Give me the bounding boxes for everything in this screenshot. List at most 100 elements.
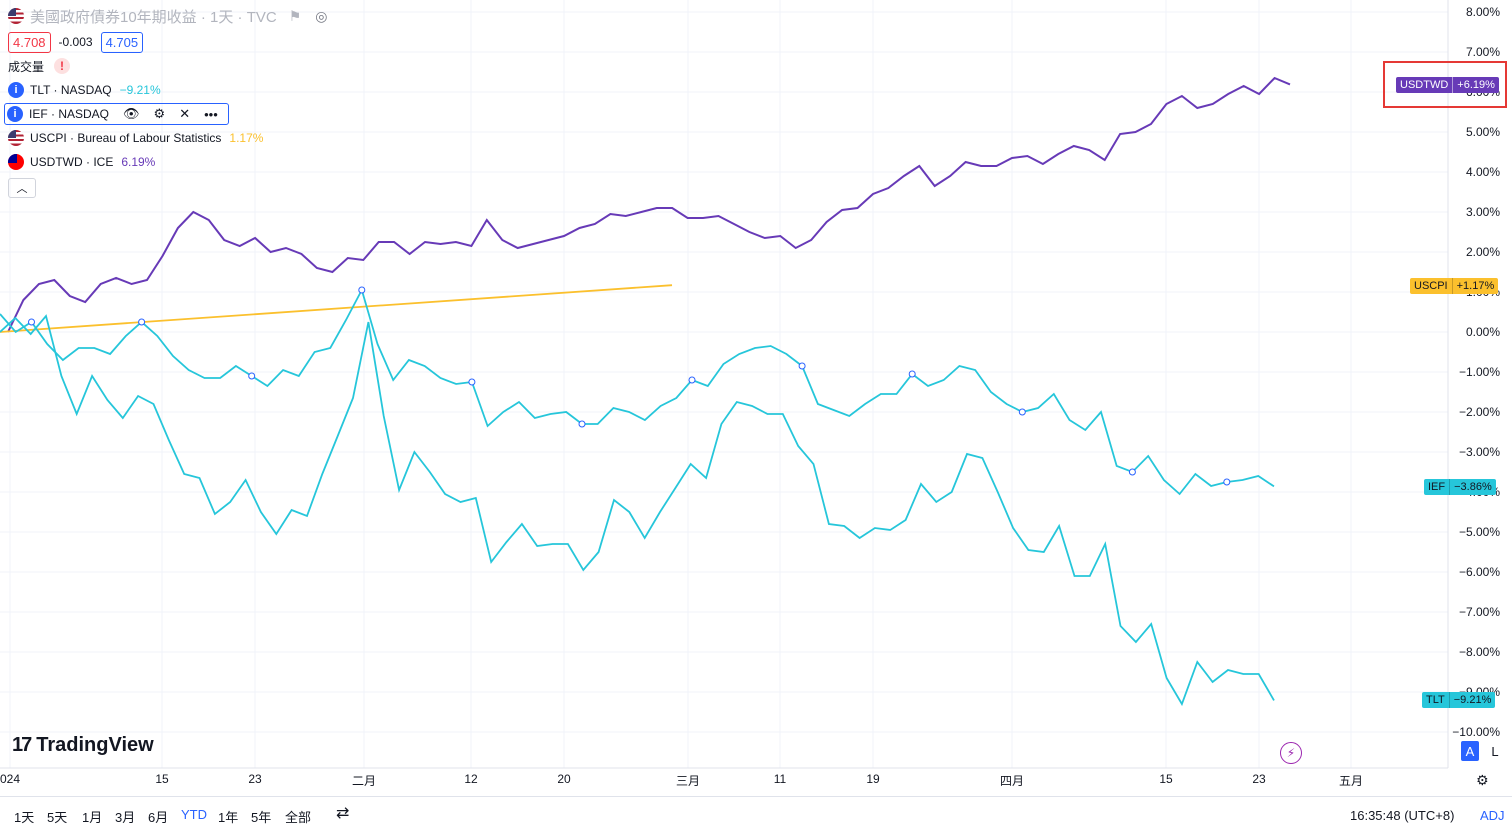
ief-dividend-marker xyxy=(138,318,146,326)
y-tick-label: −2.00% xyxy=(1458,405,1500,419)
us-flag-icon xyxy=(8,130,24,146)
y-tick-label: 2.00% xyxy=(1465,245,1500,259)
ief-dividend-marker xyxy=(248,372,256,380)
ief-dividend-marker xyxy=(1018,408,1026,416)
ief-dividend-marker xyxy=(468,378,476,386)
series-line-tlt xyxy=(0,314,1275,707)
timeframe-button[interactable]: 1年 xyxy=(218,810,239,825)
x-tick-label: 11 xyxy=(773,772,787,786)
y-tick-label: −7.00% xyxy=(1458,605,1500,619)
ief-dividend-marker xyxy=(358,286,366,294)
flag-marker-icon[interactable]: ⚑ xyxy=(288,7,302,24)
warning-icon[interactable]: ! xyxy=(54,58,71,74)
ief-dividend-marker xyxy=(688,376,696,384)
timeframe-button[interactable]: 6月 xyxy=(148,810,169,825)
ief-price-tag: IEF −3.86% xyxy=(1424,479,1496,495)
uscpi-label[interactable]: USCPI · Bureau of Labour Statistics xyxy=(30,131,222,145)
highlight-annotation xyxy=(1383,61,1507,108)
ief-dividend-marker xyxy=(1128,468,1136,476)
y-tick-label: 5.00% xyxy=(1465,125,1500,139)
tlt-tag-name: TLT xyxy=(1426,694,1445,706)
ief-tag-value: −3.86% xyxy=(1449,479,1496,495)
tv-logo-icon: 17 xyxy=(12,734,32,756)
y-tick-label: −6.00% xyxy=(1458,565,1500,579)
x-tick-label: 12 xyxy=(464,772,478,786)
y-tick-label: 4.00% xyxy=(1465,165,1500,179)
tradingview-logo: 17 TradingView xyxy=(12,734,154,757)
lightning-icon[interactable]: ⚡ xyxy=(1280,742,1302,764)
uscpi-value: 1.17% xyxy=(229,131,264,145)
bid-price[interactable]: 4.708 xyxy=(8,31,51,53)
x-tick-label: 20 xyxy=(557,772,571,786)
timeframe-button[interactable]: 1天 xyxy=(14,810,35,825)
log-scale-button[interactable]: L xyxy=(1491,743,1499,759)
ief-dividend-marker xyxy=(798,362,806,370)
tlt-price-tag: TLT −9.21% xyxy=(1422,692,1496,708)
brand-text: TradingView xyxy=(36,734,154,756)
info-icon[interactable]: i xyxy=(7,106,23,122)
x-tick-label: 024 xyxy=(0,772,21,786)
date-range-icon[interactable]: ⇄ xyxy=(336,805,350,822)
info-icon[interactable]: i xyxy=(8,82,24,98)
ief-tag-name: IEF xyxy=(1428,481,1446,493)
tlt-label[interactable]: TLT · NASDAQ xyxy=(30,83,112,97)
adj-toggle[interactable]: ADJ xyxy=(1480,808,1505,823)
x-tick-label: 二月 xyxy=(351,774,377,788)
tlt-tag-value: −9.21% xyxy=(1448,692,1496,708)
usdtwd-label[interactable]: USDTWD · ICE xyxy=(30,155,114,169)
settings-icon[interactable]: ⚙ xyxy=(153,106,166,121)
collapse-legend-button[interactable]: ︿ xyxy=(8,178,36,198)
y-tick-label: −8.00% xyxy=(1458,645,1500,659)
ief-legend-item[interactable]: i IEF · NASDAQ 👁 ⚙ ✕ ••• xyxy=(4,103,229,125)
timeframe-button[interactable]: 5天 xyxy=(47,810,68,825)
uscpi-tag-name: USCPI xyxy=(1414,280,1448,292)
y-tick-label: 3.00% xyxy=(1465,205,1500,219)
ief-label[interactable]: IEF · NASDAQ xyxy=(29,107,110,121)
eye-icon[interactable]: 👁 xyxy=(123,106,140,121)
bottom-toolbar: 1天 5天 1月 3月 6月 YTD 1年 5年 全部 ⇄ 16:35:48 (UTC+8) A… xyxy=(0,796,1512,833)
eye-hide-icon[interactable]: ◎ xyxy=(315,7,328,24)
timeframe-button[interactable]: 1月 xyxy=(82,810,103,825)
y-tick-label: −3.00% xyxy=(1458,445,1500,459)
more-icon[interactable]: ••• xyxy=(204,106,218,122)
series-line-usdtwd xyxy=(7,76,1291,333)
x-tick-label: 19 xyxy=(866,772,880,786)
auto-scale-button[interactable]: A xyxy=(1461,741,1479,761)
timeframe-button[interactable]: YTD xyxy=(181,807,207,822)
main-symbol-title[interactable]: 美國政府債券10年期收益 · 1天 · TVC xyxy=(30,8,277,26)
usdtwd-price-tag: USDTWD +6.19% xyxy=(1396,77,1499,93)
x-tick-label: 四月 xyxy=(999,774,1025,788)
timeframe-button[interactable]: 3月 xyxy=(115,810,136,825)
ief-dividend-marker xyxy=(578,420,586,428)
price-change: -0.003 xyxy=(58,35,93,49)
series-line-uscpi xyxy=(0,284,673,333)
ief-dividend-marker xyxy=(1223,478,1231,486)
usdtwd-tag-name: USDTWD xyxy=(1400,79,1449,91)
uscpi-price-tag: USCPI +1.17% xyxy=(1410,278,1499,294)
y-tick-label: −10.00% xyxy=(1452,725,1500,739)
y-tick-label: −5.00% xyxy=(1458,525,1500,539)
clock[interactable]: 16:35:48 (UTC+8) xyxy=(1350,808,1455,823)
ief-dividend-marker xyxy=(28,318,35,326)
us-tw-flag-icon xyxy=(8,154,24,170)
us-flag-icon xyxy=(8,8,24,24)
y-tick-label: 7.00% xyxy=(1465,45,1500,59)
volume-label: 成交量 xyxy=(8,59,45,74)
ief-dividend-marker xyxy=(908,370,916,378)
x-tick-label: 23 xyxy=(1252,772,1266,786)
uscpi-tag-value: +1.17% xyxy=(1451,278,1499,294)
y-tick-label: 0.00% xyxy=(1465,325,1500,339)
series-line-ief xyxy=(0,287,1275,496)
x-tick-label: 五月 xyxy=(1338,774,1364,788)
ask-price[interactable]: 4.705 xyxy=(100,31,144,53)
timeframe-button[interactable]: 5年 xyxy=(251,810,272,825)
y-tick-label: −1.00% xyxy=(1458,365,1500,379)
close-icon[interactable]: ✕ xyxy=(179,106,191,121)
timeframe-button[interactable]: 全部 xyxy=(285,810,312,825)
axis-settings-icon[interactable]: ⚙ xyxy=(1476,772,1489,788)
x-tick-label: 15 xyxy=(1159,772,1173,786)
x-tick-label: 23 xyxy=(248,772,262,786)
y-tick-label: 8.00% xyxy=(1465,5,1500,19)
usdtwd-value: 6.19% xyxy=(121,155,156,169)
